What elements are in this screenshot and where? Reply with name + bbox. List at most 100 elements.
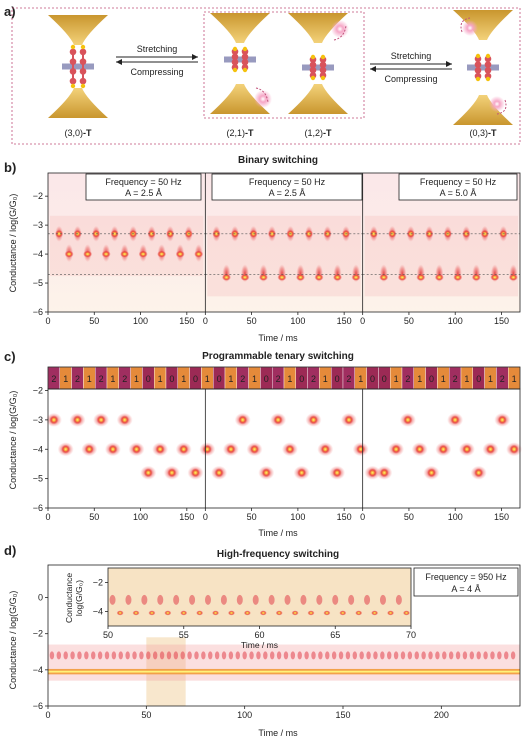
panel-d-xlabel: Time / ms <box>258 728 298 738</box>
state-point <box>238 415 248 425</box>
sequence-digit: 2 <box>122 374 127 384</box>
panel-c-label: c) <box>4 349 16 364</box>
sequence-digit: 0 <box>382 374 387 384</box>
inset-low-point <box>259 610 267 616</box>
y-tick-label: −3 <box>33 220 43 230</box>
high-trace <box>387 651 392 660</box>
state-point <box>143 468 153 478</box>
high-trace <box>173 651 179 660</box>
arrow-1-forward-head <box>192 54 198 60</box>
high-trace <box>208 651 213 660</box>
sulfur-atom <box>232 67 238 73</box>
low-state-point <box>453 273 463 281</box>
high-trace <box>159 651 165 660</box>
y-tick-label: −2 <box>33 191 43 201</box>
molecule-atom <box>69 58 77 65</box>
inset-low-point <box>243 610 251 616</box>
x-tick-label: 100 <box>237 710 252 720</box>
inset-high-trace <box>395 594 402 605</box>
inset-low-point <box>307 610 315 616</box>
high-trace <box>290 651 296 660</box>
low-state-point <box>434 273 444 281</box>
panel-c-title: Programmable tenary switching <box>202 351 354 362</box>
sequence-digit: 1 <box>228 374 233 384</box>
molecule-platform <box>224 56 256 63</box>
molecule-atom <box>79 68 87 75</box>
arrow-2-forward-head <box>446 61 452 67</box>
inset-x-tick-label: 60 <box>254 630 264 640</box>
x-tick-label: 150 <box>179 512 194 522</box>
high-state-point <box>480 229 489 238</box>
sequence-digit: 1 <box>512 374 517 384</box>
sequence-digit: 1 <box>488 374 493 384</box>
x-tick-label: 100 <box>448 316 463 326</box>
high-trace <box>125 651 130 660</box>
x-tick-label: 50 <box>141 710 151 720</box>
molecule-atom <box>79 58 87 65</box>
high-trace <box>407 651 413 660</box>
sequence-digit: 2 <box>240 374 245 384</box>
sulfur-atom <box>70 44 76 50</box>
y-tick-label: −5 <box>33 474 43 484</box>
y-tick-label: −6 <box>33 503 43 513</box>
sequence-digit: 0 <box>476 374 481 384</box>
high-state-point <box>166 229 175 238</box>
state-point <box>474 468 484 478</box>
high-trace <box>56 651 62 660</box>
inset-xlabel: Time / ms <box>241 640 278 650</box>
low-state-point <box>332 273 342 281</box>
sequence-digit: 1 <box>441 374 446 384</box>
arrow-2-top-label: Stretching <box>391 51 432 61</box>
molecule-atom <box>474 61 482 68</box>
panel-b-label: b) <box>4 160 16 175</box>
high-trace <box>448 651 454 660</box>
high-trace <box>352 651 357 660</box>
low-state-point <box>295 273 305 281</box>
x-tick-label: 100 <box>290 512 305 522</box>
panel-d-title: High-frequency switching <box>217 549 339 560</box>
panel-c-xlabel: Time / ms <box>258 528 298 538</box>
sulfur-atom <box>320 75 326 81</box>
high-trace <box>331 651 337 660</box>
sequence-digit: 0 <box>335 374 340 384</box>
low-state-point <box>379 273 389 281</box>
amplitude-text: A = 4 Å <box>451 584 480 594</box>
state-point <box>497 415 507 425</box>
inset-high-trace <box>252 594 259 605</box>
x-tick-label: 50 <box>247 512 257 522</box>
high-trace <box>104 651 110 660</box>
high-trace <box>276 651 282 660</box>
high-trace <box>194 651 199 660</box>
low-state-point <box>101 250 111 258</box>
high-trace <box>366 651 371 660</box>
sequence-digit: 1 <box>287 374 292 384</box>
y-tick-label: −5 <box>33 278 43 288</box>
high-state-point <box>462 229 471 238</box>
x-tick-label: 50 <box>404 316 414 326</box>
contact-arc <box>333 25 347 41</box>
high-trace <box>414 651 419 660</box>
high-trace <box>469 651 475 660</box>
low-state-point <box>471 273 481 281</box>
high-trace <box>84 651 89 660</box>
sequence-digit: 1 <box>358 374 363 384</box>
sequence-digit: 1 <box>158 374 163 384</box>
state-point <box>96 415 106 425</box>
high-state-point <box>323 229 332 238</box>
state-point <box>155 444 165 454</box>
data-haze <box>207 215 361 297</box>
y-tick-label: −4 <box>33 665 43 675</box>
high-trace <box>256 651 261 660</box>
low-state-point <box>240 273 250 281</box>
inset-high-trace <box>173 594 180 605</box>
sulfur-atom <box>310 54 316 60</box>
sequence-digit: 1 <box>464 374 469 384</box>
molecule-atom <box>319 66 327 74</box>
amplitude-text: A = 5.0 Å <box>440 188 477 198</box>
arrow-1-top-label: Stretching <box>137 44 178 54</box>
y-tick-label: −2 <box>33 386 43 396</box>
high-trace <box>428 651 433 660</box>
inset-low-point <box>132 610 140 616</box>
x-tick-label: 50 <box>404 512 414 522</box>
state-point <box>356 444 366 454</box>
